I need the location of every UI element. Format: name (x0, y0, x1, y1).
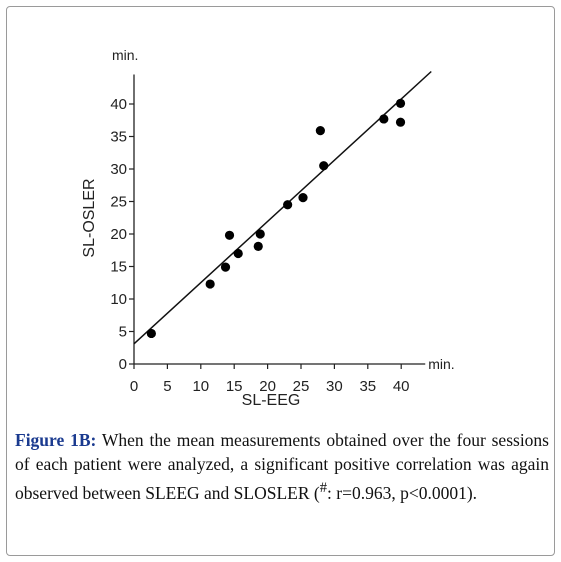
y-tick-label: 30 (110, 161, 127, 178)
figure-label: Figure 1B: (15, 430, 97, 450)
figure-frame (6, 6, 555, 556)
y-tick-label: 10 (110, 291, 127, 308)
data-point (224, 230, 235, 240)
x-tick-label: 0 (130, 378, 138, 395)
y-tick-label: 25 (110, 194, 127, 211)
x-tick-label: 25 (293, 378, 310, 395)
data-point (315, 126, 325, 136)
x-tick-label: 5 (163, 378, 171, 395)
data-point (253, 241, 263, 251)
data-point (220, 262, 231, 272)
y-tick-label: 20 (110, 226, 127, 243)
y-tick-label: 5 (119, 324, 127, 341)
y-unit-label: min. (112, 47, 138, 63)
x-tick-label: 10 (192, 378, 209, 395)
scatter-chart: 0 5 10 15 20 25 30 35 40 0 5 10 15 20 25 30 35 40 min. min.… (81, 47, 455, 409)
x-tick-label: 35 (359, 378, 376, 395)
y-tick-label: 35 (110, 129, 127, 146)
data-point (146, 328, 156, 339)
x-tick-label: 15 (226, 378, 243, 395)
data-point (379, 114, 389, 124)
x-unit-label: min. (428, 356, 454, 372)
y-axis-title: SL-OSLER (81, 178, 98, 257)
y-tick-label: 40 (110, 96, 127, 113)
caption-text-after: : r=0.963, p<0.0001). (327, 482, 478, 503)
data-point (283, 200, 293, 210)
caption-text-before: When the mean measurements obtained over… (15, 430, 549, 503)
regression-line (133, 70, 432, 345)
x-tick-label: 20 (259, 378, 276, 395)
figure-caption: Figure 1B: When the mean measurements ob… (15, 428, 549, 505)
data-point (395, 117, 406, 127)
data-point (233, 248, 243, 259)
y-tick-label: 15 (110, 259, 127, 276)
x-axis-title: SL-EEG (242, 392, 301, 409)
data-point (255, 229, 265, 239)
data-point (205, 279, 215, 289)
data-point (319, 161, 329, 171)
y-tick-label: 0 (119, 356, 127, 373)
caption-superscript: # (319, 480, 328, 496)
x-tick-label: 40 (393, 378, 410, 395)
data-point (395, 98, 406, 108)
data-point (298, 193, 308, 203)
x-tick-label: 30 (326, 378, 343, 395)
